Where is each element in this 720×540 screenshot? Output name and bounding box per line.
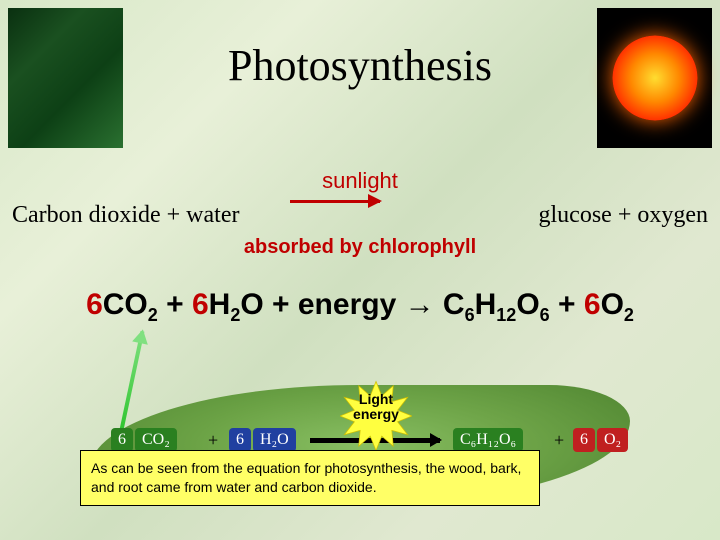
leaf-plus-2: + bbox=[554, 430, 564, 451]
products-words: glucose + oxygen bbox=[539, 202, 709, 229]
sunlight-label: sunlight bbox=[322, 168, 398, 194]
reactants-words: Carbon dioxide + water bbox=[12, 202, 239, 229]
leaf-plus-1: + bbox=[208, 430, 218, 451]
chemical-equation: 6CO2 + 6H2O + energy → C6H12O6 + 6O2 bbox=[0, 288, 720, 326]
reaction-arrow-word bbox=[290, 200, 380, 203]
callout-box: As can be seen from the equation for pho… bbox=[80, 450, 540, 506]
light-energy-label: Light energy bbox=[348, 392, 404, 423]
leaf-o2-badge: 6O₂ bbox=[572, 428, 629, 452]
leaf-glucose-badge: C₆H₁₂O₆ bbox=[452, 428, 524, 452]
page-title: Photosynthesis bbox=[0, 40, 720, 91]
leaf-h2o-badge: 6H₂O bbox=[228, 428, 297, 452]
leaf-co2-badge: 6CO₂ bbox=[110, 428, 178, 452]
absorbed-label: absorbed by chlorophyll bbox=[244, 236, 476, 259]
